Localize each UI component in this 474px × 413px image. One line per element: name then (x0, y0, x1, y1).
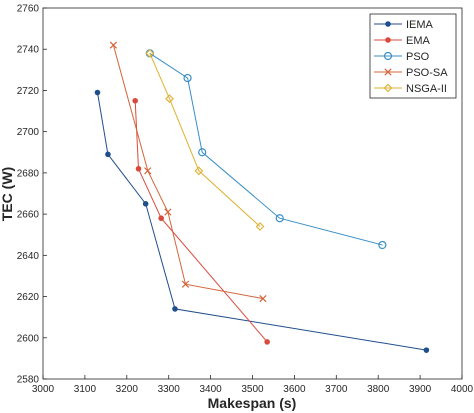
y-tick-label: 2580 (17, 375, 40, 386)
series-line (134, 100, 268, 343)
series-line (149, 53, 261, 227)
y-tick-label: 2640 (17, 251, 40, 262)
y-tick-label: 2600 (17, 333, 40, 344)
series-line (149, 52, 383, 246)
y-tick-label: 2740 (17, 45, 40, 56)
legend-item: PSO-SA (374, 67, 448, 79)
y-tick-label: 2720 (17, 86, 40, 97)
data-point (105, 151, 111, 158)
x-tick-label: 3200 (116, 384, 139, 395)
series-pso-sa (109, 41, 267, 303)
series-ema (132, 97, 270, 345)
legend-label: PSO-SA (406, 67, 448, 79)
y-axis: 2580 2600 2620 2640 2660 2680 2700 2720 2740 2760 (17, 4, 47, 386)
data-point (135, 165, 142, 172)
legend-marker (383, 51, 393, 61)
data-point (198, 148, 207, 157)
x-axis-label: Makespan (s) (208, 395, 297, 411)
data-point (144, 167, 152, 175)
legend-item: IEMA (374, 19, 434, 31)
data-point (164, 208, 172, 216)
legend-item: EMA (374, 35, 431, 47)
x-tick-label: 3600 (283, 384, 306, 395)
data-point (275, 214, 284, 223)
x-axis: 3000 3100 3200 3300 3400 3500 3600 3700 3800 3900… (32, 375, 474, 395)
x-tick-label: 3900 (409, 384, 432, 395)
data-point (255, 222, 265, 231)
legend-label: PSO (406, 51, 430, 63)
series-iema (94, 89, 430, 353)
data-point (194, 166, 204, 176)
y-tick-label: 2620 (17, 292, 40, 303)
data-point (142, 201, 149, 207)
data-point (132, 97, 138, 104)
data-point (172, 306, 178, 312)
x-tick-label: 3000 (32, 384, 55, 395)
data-point (158, 215, 164, 222)
x-tick-label: 3100 (74, 384, 97, 395)
data-point (183, 73, 192, 83)
series-layer (94, 41, 430, 353)
legend-marker (385, 37, 391, 43)
x-tick-label: 3300 (158, 384, 181, 395)
y-tick-label: 2700 (17, 127, 40, 138)
data-point (94, 89, 101, 96)
data-point (264, 339, 270, 345)
legend-marker (383, 83, 393, 93)
data-point (259, 294, 267, 303)
legend: IEMA EMA PSO PSO-SA NSGA-II (369, 13, 457, 99)
legend-label: IEMA (406, 19, 434, 31)
legend-marker (384, 68, 392, 76)
x-tick-label: 3500 (241, 384, 264, 395)
series-nsga-ii (145, 48, 265, 231)
legend-label: NSGA-II (406, 83, 447, 95)
y-tick-label: 2680 (17, 168, 40, 179)
x-tick-label: 3700 (325, 384, 348, 395)
legend-marker (385, 21, 391, 27)
data-point (378, 240, 387, 250)
y-axis-label: TEC (W) (0, 167, 15, 221)
x-tick-label: 3400 (199, 384, 222, 395)
y-tick-label: 2760 (17, 4, 40, 15)
legend-item: NSGA-II (374, 83, 447, 95)
data-point (145, 48, 155, 58)
data-point (165, 94, 174, 104)
x-tick-label: 4000 (451, 384, 474, 395)
data-point (423, 347, 430, 353)
legend-label: EMA (406, 35, 431, 47)
y-tick-label: 2660 (17, 210, 40, 221)
x-tick-label: 3800 (367, 384, 390, 395)
legend-item: PSO (374, 51, 430, 63)
data-point (109, 41, 118, 49)
data-point (181, 280, 190, 288)
